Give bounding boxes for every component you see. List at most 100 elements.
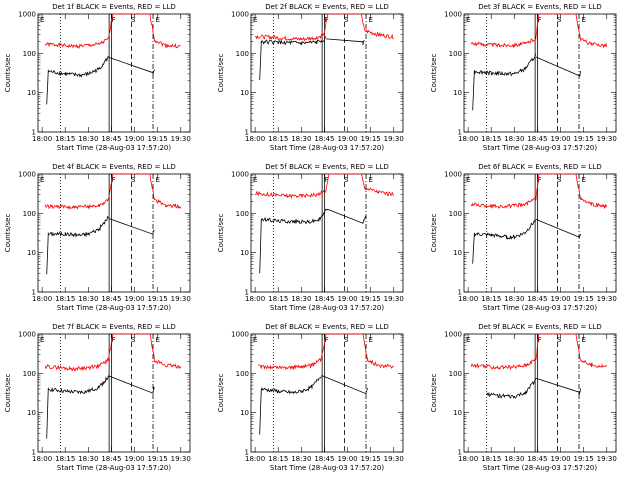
y-axis-label: Counts/sec (217, 374, 225, 413)
y-tick-label: 10 (453, 89, 462, 97)
chart-title: Det 9f BLACK = Events, RED = LLD (478, 323, 601, 331)
series-lld-red (470, 333, 607, 371)
series-events-black (46, 215, 155, 275)
x-tick-label: 18:00 (32, 455, 52, 463)
event-marker: E (369, 16, 373, 24)
x-tick-label: 19:00 (550, 135, 570, 143)
event-marker: E (156, 176, 160, 184)
event-marker: E (466, 336, 470, 344)
y-tick-label: 1 (32, 129, 36, 137)
x-tick-label: 18:45 (101, 295, 121, 303)
y-tick-label: 10 (453, 249, 462, 257)
x-tick-label: 18:30 (504, 455, 524, 463)
x-tick-label: 19:30 (171, 455, 191, 463)
x-tick-label: 18:45 (527, 135, 547, 143)
series-events-black (259, 375, 368, 435)
event-marker: E (582, 336, 586, 344)
x-tick-label: 19:30 (597, 455, 617, 463)
series-events-black (259, 36, 365, 80)
event-marker: E (40, 176, 44, 184)
x-tick-label: 18:30 (291, 295, 311, 303)
y-tick-label: 1000 (18, 11, 36, 19)
series-events-black (472, 219, 581, 264)
x-tick-label: 18:45 (314, 135, 334, 143)
x-tick-label: 19:15 (361, 455, 381, 463)
chart-title: Det 1f BLACK = Events, RED = LLD (52, 3, 175, 11)
event-marker: F (538, 16, 542, 24)
x-tick-label: 19:15 (361, 295, 381, 303)
y-tick-label: 1000 (231, 11, 249, 19)
x-tick-label: 19:00 (337, 295, 357, 303)
series-events-black (486, 377, 581, 399)
series-events-black (472, 54, 581, 111)
x-tick-label: 19:30 (171, 135, 191, 143)
plot-frame (37, 173, 191, 293)
y-tick-label: 1 (458, 129, 462, 137)
plot-frame (463, 333, 617, 453)
x-tick-label: 19:15 (148, 455, 168, 463)
x-tick-label: 19:15 (574, 455, 594, 463)
x-tick-label: 19:00 (550, 455, 570, 463)
chart-title: Det 2f BLACK = Events, RED = LLD (265, 3, 388, 11)
chart-title: Det 7f BLACK = Events, RED = LLD (52, 323, 175, 331)
y-tick-label: 10 (240, 409, 249, 417)
series-lld-red (255, 13, 394, 42)
y-axis-label: Counts/sec (217, 54, 225, 93)
x-tick-label: 18:45 (527, 455, 547, 463)
event-marker: E (582, 16, 586, 24)
series-events-black (46, 55, 155, 105)
x-axis-label: Start Time (28-Aug-03 17:57:20) (57, 304, 171, 312)
series-events-black (46, 375, 155, 439)
detector-panel-8: Det 8f BLACK = Events, RED = LLD 1 10 100 10… (217, 323, 404, 472)
plot-frame (37, 13, 191, 133)
y-tick-label: 1 (32, 449, 36, 457)
x-tick-label: 18:00 (458, 455, 478, 463)
x-tick-label: 19:00 (124, 455, 144, 463)
x-tick-label: 19:15 (148, 135, 168, 143)
x-tick-label: 19:15 (574, 295, 594, 303)
event-marker: F (112, 176, 116, 184)
x-tick-label: 18:15 (55, 295, 75, 303)
x-tick-label: 18:45 (527, 295, 547, 303)
series-lld-red (44, 13, 181, 49)
event-marker: F (112, 336, 116, 344)
x-tick-label: 19:30 (597, 295, 617, 303)
y-tick-label: 1 (245, 129, 249, 137)
y-axis-label: Counts/sec (430, 54, 438, 93)
series-events-black (259, 208, 367, 274)
event-marker: S (344, 16, 349, 24)
event-marker: S (131, 176, 136, 184)
event-marker: S (557, 336, 562, 344)
x-tick-label: 18:00 (32, 135, 52, 143)
x-tick-label: 18:15 (481, 135, 501, 143)
y-tick-label: 10 (240, 249, 249, 257)
chart-title: Det 6f BLACK = Events, RED = LLD (478, 163, 601, 171)
detector-panel-6: Det 6f BLACK = Events, RED = LLD 1 10 100 10… (430, 163, 617, 312)
y-tick-label: 10 (27, 249, 36, 257)
event-marker: S (557, 176, 562, 184)
y-tick-label: 1 (458, 449, 462, 457)
series-lld-red (470, 173, 608, 210)
y-axis-label: Counts/sec (4, 374, 12, 413)
detector-panel-2: Det 2f BLACK = Events, RED = LLD 1 10 100 10… (217, 3, 404, 152)
x-tick-label: 18:15 (268, 295, 288, 303)
x-tick-label: 18:45 (101, 455, 121, 463)
x-tick-label: 18:30 (504, 295, 524, 303)
event-marker: E (253, 176, 257, 184)
x-tick-label: 18:15 (55, 135, 75, 143)
x-tick-label: 19:30 (171, 295, 191, 303)
event-marker: F (538, 176, 542, 184)
plot-frame (463, 173, 617, 293)
y-tick-label: 10 (453, 409, 462, 417)
y-tick-label: 10 (240, 89, 249, 97)
x-tick-label: 19:00 (550, 295, 570, 303)
event-marker: E (466, 16, 470, 24)
y-tick-label: 100 (23, 370, 36, 378)
event-marker: S (344, 336, 349, 344)
x-tick-label: 18:30 (504, 135, 524, 143)
y-tick-label: 1 (32, 289, 36, 297)
y-tick-label: 100 (236, 50, 249, 58)
y-tick-label: 1 (245, 449, 249, 457)
series-lld-red (470, 13, 608, 49)
